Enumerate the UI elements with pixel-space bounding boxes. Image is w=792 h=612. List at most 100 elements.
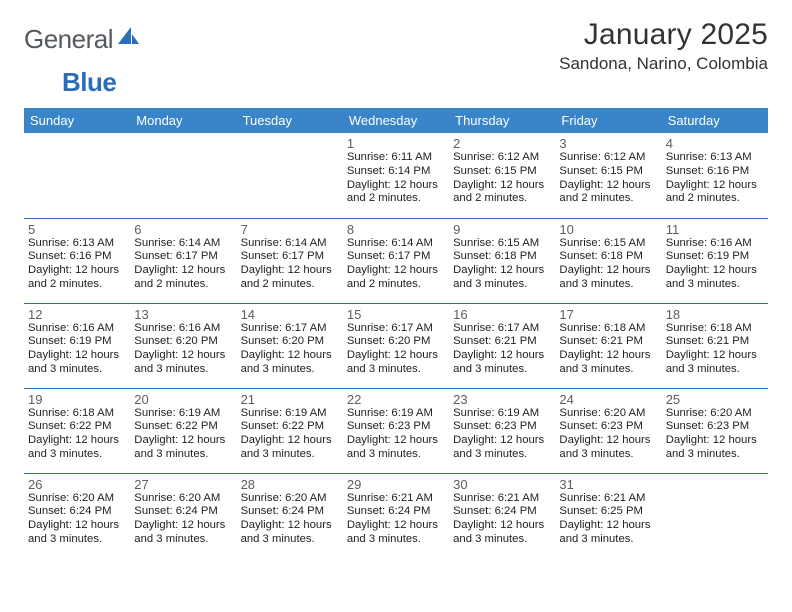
day-number: 16 [453, 307, 551, 322]
calendar-day-cell: 20Sunrise: 6:19 AMSunset: 6:22 PMDayligh… [130, 388, 236, 473]
calendar-day-cell: 30Sunrise: 6:21 AMSunset: 6:24 PMDayligh… [449, 473, 555, 558]
day-info: Sunrise: 6:16 AMSunset: 6:19 PMDaylight:… [666, 237, 764, 292]
calendar-day-cell: 5Sunrise: 6:13 AMSunset: 6:16 PMDaylight… [24, 218, 130, 303]
day-number: 17 [559, 307, 657, 322]
day-header: Tuesday [237, 108, 343, 133]
calendar-day-cell: 26Sunrise: 6:20 AMSunset: 6:24 PMDayligh… [24, 473, 130, 558]
day-number: 13 [134, 307, 232, 322]
day-info: Sunrise: 6:19 AMSunset: 6:22 PMDaylight:… [241, 407, 339, 462]
day-number: 15 [347, 307, 445, 322]
day-number: 9 [453, 222, 551, 237]
day-number: 10 [559, 222, 657, 237]
day-number: 29 [347, 477, 445, 492]
calendar-day-cell: 10Sunrise: 6:15 AMSunset: 6:18 PMDayligh… [555, 218, 661, 303]
day-info: Sunrise: 6:17 AMSunset: 6:21 PMDaylight:… [453, 322, 551, 377]
day-info: Sunrise: 6:18 AMSunset: 6:22 PMDaylight:… [28, 407, 126, 462]
title-block: January 2025 Sandona, Narino, Colombia [559, 18, 768, 74]
day-info: Sunrise: 6:20 AMSunset: 6:24 PMDaylight:… [28, 492, 126, 547]
calendar-day-cell: 6Sunrise: 6:14 AMSunset: 6:17 PMDaylight… [130, 218, 236, 303]
calendar-day-cell: 28Sunrise: 6:20 AMSunset: 6:24 PMDayligh… [237, 473, 343, 558]
calendar-week-row: 1Sunrise: 6:11 AMSunset: 6:14 PMDaylight… [24, 133, 768, 218]
calendar-day-cell: 22Sunrise: 6:19 AMSunset: 6:23 PMDayligh… [343, 388, 449, 473]
calendar-day-cell: 23Sunrise: 6:19 AMSunset: 6:23 PMDayligh… [449, 388, 555, 473]
day-info: Sunrise: 6:17 AMSunset: 6:20 PMDaylight:… [241, 322, 339, 377]
day-number: 30 [453, 477, 551, 492]
day-info: Sunrise: 6:20 AMSunset: 6:23 PMDaylight:… [559, 407, 657, 462]
day-info: Sunrise: 6:14 AMSunset: 6:17 PMDaylight:… [134, 237, 232, 292]
day-info: Sunrise: 6:21 AMSunset: 6:24 PMDaylight:… [453, 492, 551, 547]
day-number: 26 [28, 477, 126, 492]
calendar-empty-cell [24, 133, 130, 218]
logo-sail-icon [118, 27, 140, 50]
day-info: Sunrise: 6:14 AMSunset: 6:17 PMDaylight:… [241, 237, 339, 292]
day-number: 25 [666, 392, 764, 407]
day-info: Sunrise: 6:12 AMSunset: 6:15 PMDaylight:… [453, 151, 551, 206]
day-number: 23 [453, 392, 551, 407]
day-number: 3 [559, 136, 657, 151]
calendar-empty-cell [237, 133, 343, 218]
day-info: Sunrise: 6:13 AMSunset: 6:16 PMDaylight:… [666, 151, 764, 206]
calendar-day-cell: 7Sunrise: 6:14 AMSunset: 6:17 PMDaylight… [237, 218, 343, 303]
day-number: 21 [241, 392, 339, 407]
logo-text-blue: Blue [62, 67, 116, 97]
logo: General [24, 18, 142, 55]
day-number: 22 [347, 392, 445, 407]
calendar-day-cell: 11Sunrise: 6:16 AMSunset: 6:19 PMDayligh… [662, 218, 768, 303]
calendar-empty-cell [130, 133, 236, 218]
day-number: 20 [134, 392, 232, 407]
calendar-day-cell: 17Sunrise: 6:18 AMSunset: 6:21 PMDayligh… [555, 303, 661, 388]
calendar-day-cell: 29Sunrise: 6:21 AMSunset: 6:24 PMDayligh… [343, 473, 449, 558]
day-info: Sunrise: 6:12 AMSunset: 6:15 PMDaylight:… [559, 151, 657, 206]
day-number: 14 [241, 307, 339, 322]
day-info: Sunrise: 6:21 AMSunset: 6:24 PMDaylight:… [347, 492, 445, 547]
location-text: Sandona, Narino, Colombia [559, 54, 768, 74]
day-number: 28 [241, 477, 339, 492]
day-header: Thursday [449, 108, 555, 133]
calendar-day-cell: 15Sunrise: 6:17 AMSunset: 6:20 PMDayligh… [343, 303, 449, 388]
day-info: Sunrise: 6:16 AMSunset: 6:19 PMDaylight:… [28, 322, 126, 377]
day-info: Sunrise: 6:20 AMSunset: 6:23 PMDaylight:… [666, 407, 764, 462]
day-number: 24 [559, 392, 657, 407]
calendar-week-row: 5Sunrise: 6:13 AMSunset: 6:16 PMDaylight… [24, 218, 768, 303]
calendar-empty-cell [662, 473, 768, 558]
calendar-day-cell: 9Sunrise: 6:15 AMSunset: 6:18 PMDaylight… [449, 218, 555, 303]
day-header: Wednesday [343, 108, 449, 133]
calendar-day-cell: 31Sunrise: 6:21 AMSunset: 6:25 PMDayligh… [555, 473, 661, 558]
day-info: Sunrise: 6:20 AMSunset: 6:24 PMDaylight:… [134, 492, 232, 547]
day-info: Sunrise: 6:16 AMSunset: 6:20 PMDaylight:… [134, 322, 232, 377]
calendar-day-cell: 25Sunrise: 6:20 AMSunset: 6:23 PMDayligh… [662, 388, 768, 473]
day-info: Sunrise: 6:18 AMSunset: 6:21 PMDaylight:… [559, 322, 657, 377]
day-header: Monday [130, 108, 236, 133]
day-info: Sunrise: 6:21 AMSunset: 6:25 PMDaylight:… [559, 492, 657, 547]
calendar-day-cell: 21Sunrise: 6:19 AMSunset: 6:22 PMDayligh… [237, 388, 343, 473]
day-number: 4 [666, 136, 764, 151]
day-header: Sunday [24, 108, 130, 133]
calendar-day-cell: 12Sunrise: 6:16 AMSunset: 6:19 PMDayligh… [24, 303, 130, 388]
calendar-day-cell: 24Sunrise: 6:20 AMSunset: 6:23 PMDayligh… [555, 388, 661, 473]
day-number: 1 [347, 136, 445, 151]
day-number: 6 [134, 222, 232, 237]
calendar-day-cell: 16Sunrise: 6:17 AMSunset: 6:21 PMDayligh… [449, 303, 555, 388]
day-info: Sunrise: 6:17 AMSunset: 6:20 PMDaylight:… [347, 322, 445, 377]
calendar-table: SundayMondayTuesdayWednesdayThursdayFrid… [24, 108, 768, 558]
calendar-day-cell: 8Sunrise: 6:14 AMSunset: 6:17 PMDaylight… [343, 218, 449, 303]
day-number: 12 [28, 307, 126, 322]
calendar-day-cell: 14Sunrise: 6:17 AMSunset: 6:20 PMDayligh… [237, 303, 343, 388]
day-header: Friday [555, 108, 661, 133]
day-number: 8 [347, 222, 445, 237]
day-number: 5 [28, 222, 126, 237]
logo-text-gray: General [24, 24, 113, 55]
day-number: 18 [666, 307, 764, 322]
day-number: 11 [666, 222, 764, 237]
day-header: Saturday [662, 108, 768, 133]
day-info: Sunrise: 6:19 AMSunset: 6:23 PMDaylight:… [347, 407, 445, 462]
day-number: 7 [241, 222, 339, 237]
calendar-day-cell: 13Sunrise: 6:16 AMSunset: 6:20 PMDayligh… [130, 303, 236, 388]
calendar-day-cell: 2Sunrise: 6:12 AMSunset: 6:15 PMDaylight… [449, 133, 555, 218]
day-info: Sunrise: 6:15 AMSunset: 6:18 PMDaylight:… [453, 237, 551, 292]
day-info: Sunrise: 6:13 AMSunset: 6:16 PMDaylight:… [28, 237, 126, 292]
calendar-day-cell: 18Sunrise: 6:18 AMSunset: 6:21 PMDayligh… [662, 303, 768, 388]
day-number: 2 [453, 136, 551, 151]
calendar-day-cell: 1Sunrise: 6:11 AMSunset: 6:14 PMDaylight… [343, 133, 449, 218]
day-info: Sunrise: 6:11 AMSunset: 6:14 PMDaylight:… [347, 151, 445, 206]
